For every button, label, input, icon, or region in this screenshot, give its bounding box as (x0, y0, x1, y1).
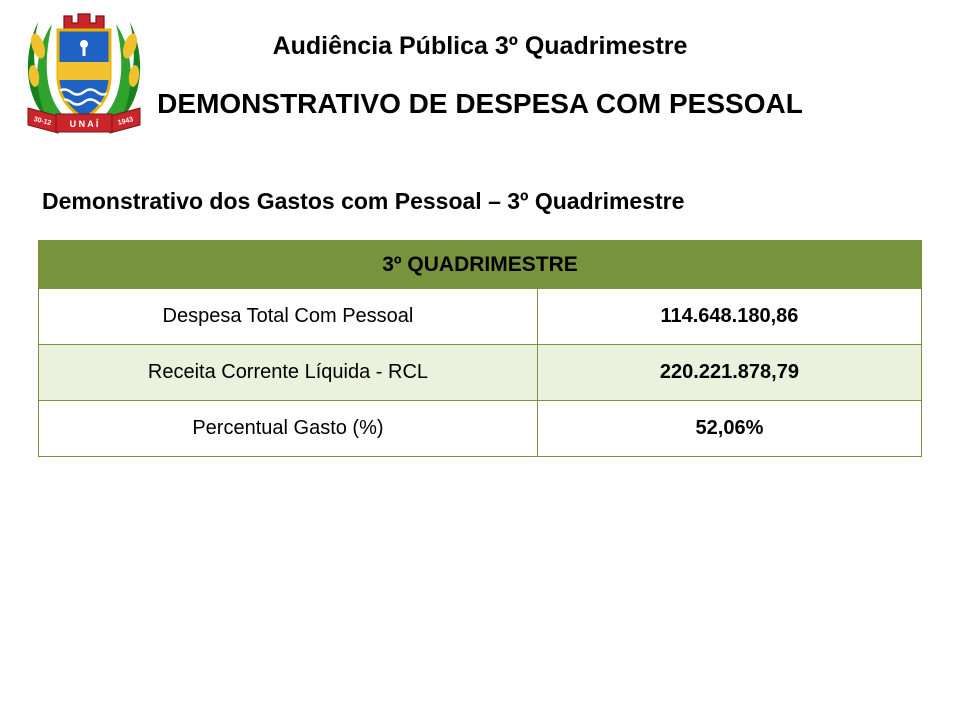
personnel-expense-table: 3º QUADRIMESTRE Despesa Total Com Pessoa… (38, 240, 923, 457)
logo-banner-left-text: 30-12 (33, 116, 52, 127)
slide-subtitle: DEMONSTRATIVO DE DESPESA COM PESSOAL (157, 88, 803, 119)
logo-banner-right-text: 1943 (117, 116, 134, 127)
table-header-cell: 3º QUADRIMESTRE (38, 240, 922, 289)
row-value: 114.648.180,86 (536, 288, 923, 345)
table-row-receita-corrente: Receita Corrente Líquida - RCL 220.221.8… (38, 344, 923, 401)
section-heading: Demonstrativo dos Gastos com Pessoal – 3… (42, 188, 685, 214)
municipal-crest-logo: U N A Í 30-12 1943 (16, 6, 152, 146)
row-value: 220.221.878,79 (536, 344, 923, 401)
slide-title: Audiência Pública 3º Quadrimestre (272, 32, 688, 60)
crown-icon (63, 13, 105, 31)
row-value: 52,06% (536, 400, 923, 457)
table-header-row: 3º QUADRIMESTRE (38, 240, 922, 289)
coat-of-arms-icon: U N A Í 30-12 1943 (27, 13, 141, 134)
table-row-percentual-gasto: Percentual Gasto (%) 52,06% (38, 400, 923, 457)
table-row-despesa-total: Despesa Total Com Pessoal 114.648.180,86 (38, 288, 923, 345)
row-label: Despesa Total Com Pessoal (38, 288, 538, 345)
row-label: Receita Corrente Líquida - RCL (38, 344, 538, 401)
logo-banner-center-text: U N A Í (70, 119, 99, 129)
row-label: Percentual Gasto (%) (38, 400, 538, 457)
